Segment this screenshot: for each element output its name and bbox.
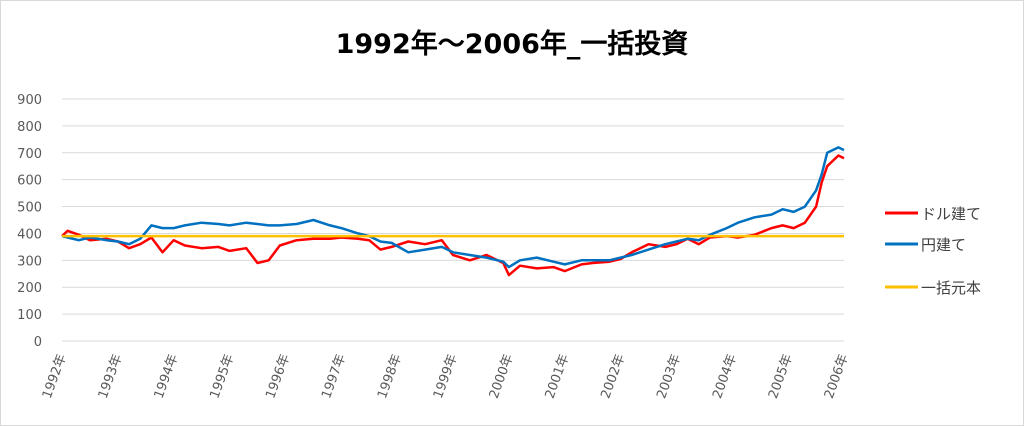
chart-title: 1992年～2006年_一括投資 [335, 29, 689, 60]
x-tick-label: 1996年 [263, 352, 293, 400]
x-tick-label: 2006年 [822, 352, 852, 400]
series-line-1 [61, 154, 845, 277]
legend-label: ドル建て [921, 205, 981, 223]
y-tick-label: 700 [17, 147, 42, 162]
y-tick-label: 800 [17, 120, 42, 135]
legend-label: 円建て [921, 236, 966, 254]
y-tick-label: 0 [34, 335, 42, 350]
x-tick-label: 1997年 [319, 352, 349, 400]
x-tick-label: 2000年 [487, 352, 517, 400]
x-tick-label: 1993年 [96, 352, 126, 400]
y-tick-label: 900 [17, 93, 42, 108]
x-tick-label: 1999年 [431, 352, 461, 400]
x-tick-label: 2004年 [710, 352, 740, 400]
x-tick-label: 2005年 [766, 352, 796, 400]
gridlines [62, 98, 844, 342]
x-tick-label: 1995年 [207, 352, 237, 400]
x-tick-label: 1998年 [375, 352, 405, 400]
y-tick-label: 400 [17, 227, 42, 242]
x-tick-label: 1992年 [40, 352, 70, 400]
y-axis-ticks: 0 100 200 300 400 500 600 700 800 900 [17, 93, 42, 350]
x-tick-label: 2001年 [543, 352, 573, 400]
x-tick-label: 2003年 [654, 352, 684, 400]
series-line-2 [61, 146, 845, 269]
x-tick-label: 2002年 [598, 352, 628, 400]
y-tick-label: 100 [17, 308, 42, 323]
x-tick-label: 1994年 [152, 352, 182, 400]
y-tick-label: 200 [17, 281, 42, 296]
y-tick-label: 300 [17, 254, 42, 269]
series-lines [61, 146, 845, 277]
y-tick-label: 600 [17, 174, 42, 189]
x-axis-ticks: 1992年 1993年 1994年 1995年 1996年 1997年 1998年 1999年… [40, 352, 852, 400]
legend-label: 一括元本 [921, 279, 981, 297]
y-tick-label: 500 [17, 201, 42, 216]
